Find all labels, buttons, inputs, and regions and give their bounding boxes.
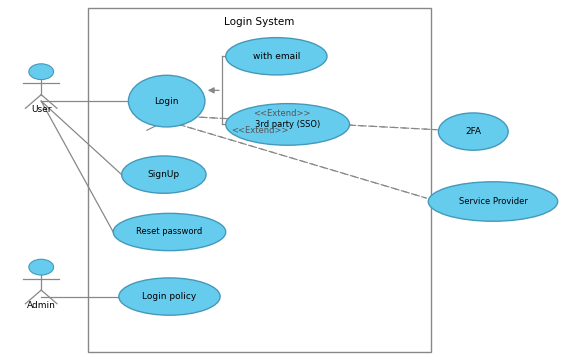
Text: User: User [31, 105, 51, 114]
Ellipse shape [113, 213, 226, 251]
Text: Login policy: Login policy [142, 292, 197, 301]
Ellipse shape [428, 182, 558, 221]
Text: 3rd party (SSO): 3rd party (SSO) [255, 120, 320, 129]
Ellipse shape [438, 113, 508, 150]
Text: SignUp: SignUp [148, 170, 180, 179]
Text: <<Extend>>: <<Extend>> [231, 126, 288, 135]
Text: Admin: Admin [27, 301, 56, 310]
Text: Reset password: Reset password [136, 228, 202, 237]
Text: Login: Login [155, 96, 179, 105]
Circle shape [29, 259, 54, 275]
Bar [88, 8, 431, 352]
Ellipse shape [122, 156, 206, 193]
Text: 2FA: 2FA [465, 127, 481, 136]
Text: with email: with email [253, 52, 300, 61]
Text: Service Provider: Service Provider [459, 197, 527, 206]
Text: Login System: Login System [224, 17, 294, 27]
Ellipse shape [129, 75, 205, 127]
Text: <<Extend>>: <<Extend>> [253, 109, 311, 118]
Circle shape [29, 64, 54, 80]
Ellipse shape [226, 38, 327, 75]
Ellipse shape [226, 104, 350, 145]
Ellipse shape [119, 278, 220, 315]
